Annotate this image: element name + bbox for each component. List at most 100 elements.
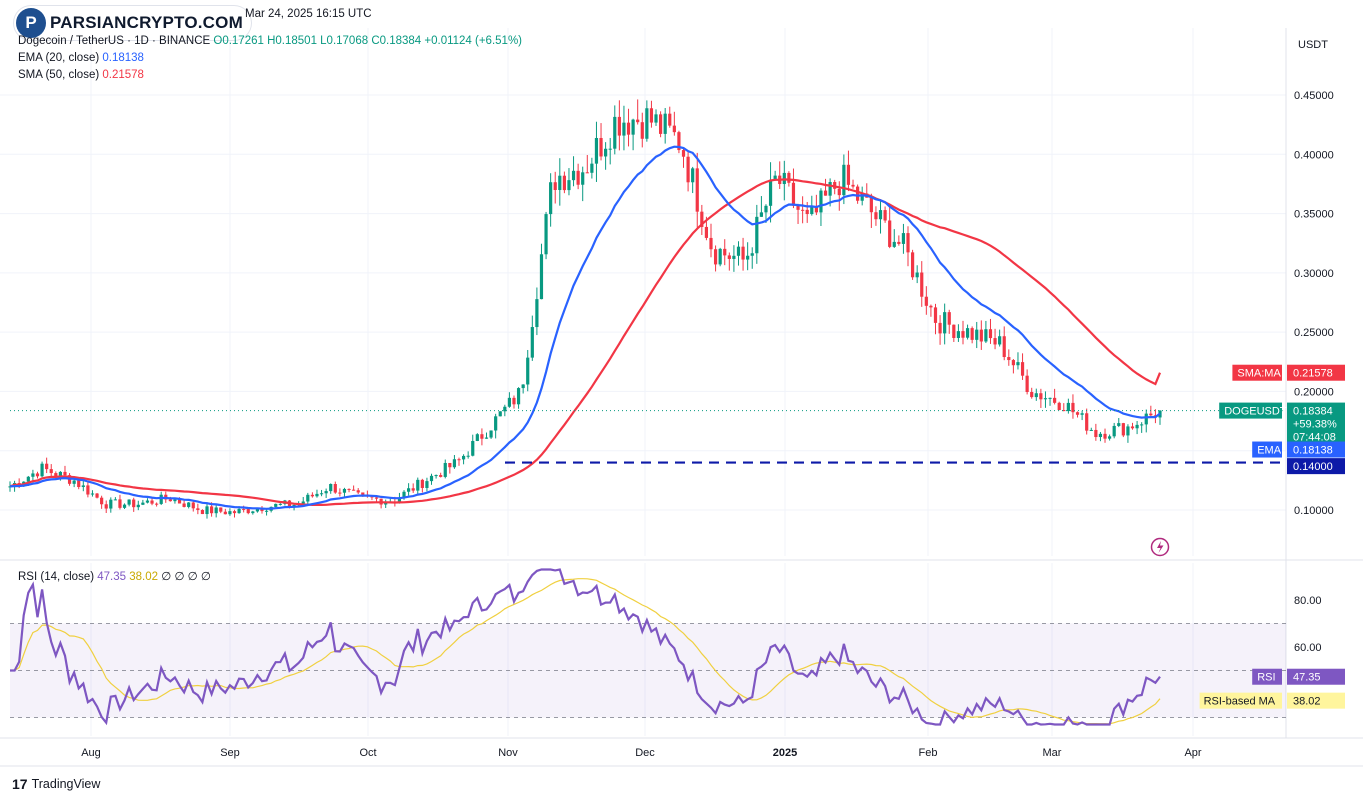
candle: [970, 326, 974, 344]
candle: [819, 188, 823, 227]
svg-text:0.18138: 0.18138: [1293, 445, 1333, 457]
time-label: Nov: [498, 747, 518, 759]
candle: [484, 432, 489, 439]
candle: [585, 154, 589, 174]
rsi-tick: 80.00: [1294, 595, 1322, 607]
candle: [677, 130, 681, 154]
candle: [1085, 408, 1089, 435]
candle: [617, 100, 621, 151]
candle: [141, 499, 145, 506]
candle: [691, 166, 695, 194]
symbol-legend[interactable]: Dogecoin / TetherUS · 1D · BINANCE O0.17…: [18, 35, 522, 47]
candle: [535, 287, 539, 336]
candle: [466, 451, 470, 459]
candle: [86, 482, 90, 498]
candle: [924, 286, 928, 315]
rsi-value: 47.35: [97, 571, 127, 583]
rsi-tag: RSI 47.35: [1252, 668, 1345, 685]
candle: [219, 507, 223, 514]
candle: [869, 193, 873, 228]
candle: [961, 320, 965, 345]
candle: [411, 483, 415, 493]
candle: [1062, 403, 1066, 412]
candle: [251, 510, 255, 515]
candle: [278, 503, 282, 506]
price-tick: 0.25000: [1294, 327, 1334, 339]
ema-legend[interactable]: EMA (20, close) 0.18138: [18, 52, 144, 64]
candle: [228, 508, 232, 516]
candle: [77, 479, 81, 490]
sma-value: 0.21578: [102, 69, 144, 81]
time-label: Oct: [359, 747, 376, 759]
price-tick: 0.20000: [1294, 386, 1334, 398]
ema-value: 0.18138: [102, 52, 144, 64]
candle: [342, 487, 347, 497]
candle: [1016, 352, 1020, 370]
sma-label: SMA (50, close): [18, 69, 100, 81]
candle: [1075, 411, 1080, 418]
lightning-icon[interactable]: [1150, 537, 1170, 557]
candle: [1030, 387, 1034, 399]
candle: [1057, 401, 1061, 411]
candle: [686, 150, 690, 192]
candle: [910, 249, 915, 280]
candle: [709, 223, 713, 258]
svg-text:38.02: 38.02: [1293, 696, 1321, 708]
candle: [837, 181, 841, 211]
candle: [1034, 388, 1038, 401]
candle: [979, 320, 983, 350]
candle: [801, 196, 805, 224]
candle: [329, 483, 333, 494]
candle: [1066, 398, 1070, 414]
candle: [695, 152, 699, 228]
candle: [187, 502, 191, 509]
candle: [260, 506, 264, 514]
svg-text:07:44:08: 07:44:08: [1293, 432, 1336, 444]
candle: [45, 457, 49, 474]
candle: [649, 100, 654, 128]
candle: [622, 105, 626, 151]
candle: [150, 498, 154, 506]
candle: [1048, 397, 1052, 406]
candle: [416, 477, 420, 495]
candle: [594, 121, 599, 182]
candle: [562, 171, 566, 194]
candle: [1094, 423, 1098, 441]
candle: [356, 488, 360, 495]
candle: [1007, 349, 1011, 366]
time-label: Mar: [1043, 747, 1062, 759]
price-tick: 0.45000: [1294, 90, 1334, 102]
candle: [1144, 409, 1148, 433]
price-tick: 0.35000: [1294, 209, 1334, 221]
candle: [878, 199, 883, 234]
candle: [1002, 326, 1006, 361]
candle: [681, 148, 686, 168]
price-tick: 0.40000: [1294, 149, 1334, 161]
candle: [40, 461, 44, 478]
candle: [494, 413, 498, 439]
rsi-legend[interactable]: RSI (14, close) 47.35 38.02 ∅ ∅ ∅ ∅: [18, 569, 211, 583]
time-label: Aug: [81, 747, 101, 759]
candle: [663, 107, 667, 144]
candle: [512, 395, 516, 409]
tradingview-logo[interactable]: 17 TradingView: [12, 776, 100, 792]
candle: [750, 247, 754, 269]
sma-legend[interactable]: SMA (50, close) 0.21578: [18, 69, 144, 81]
time-label: Feb: [919, 747, 938, 759]
candle: [429, 473, 434, 485]
candle: [544, 211, 548, 260]
candle: [1080, 410, 1084, 421]
candle: [310, 492, 314, 498]
candle: [906, 226, 910, 267]
candle: [1103, 428, 1107, 443]
candle: [475, 433, 479, 442]
candle: [636, 99, 640, 125]
candle: [100, 495, 104, 509]
candle: [952, 324, 956, 342]
time-label: Apr: [1184, 747, 1201, 759]
candle: [1130, 422, 1135, 430]
candle: [732, 245, 736, 272]
candle: [823, 178, 828, 196]
candle: [713, 245, 718, 272]
